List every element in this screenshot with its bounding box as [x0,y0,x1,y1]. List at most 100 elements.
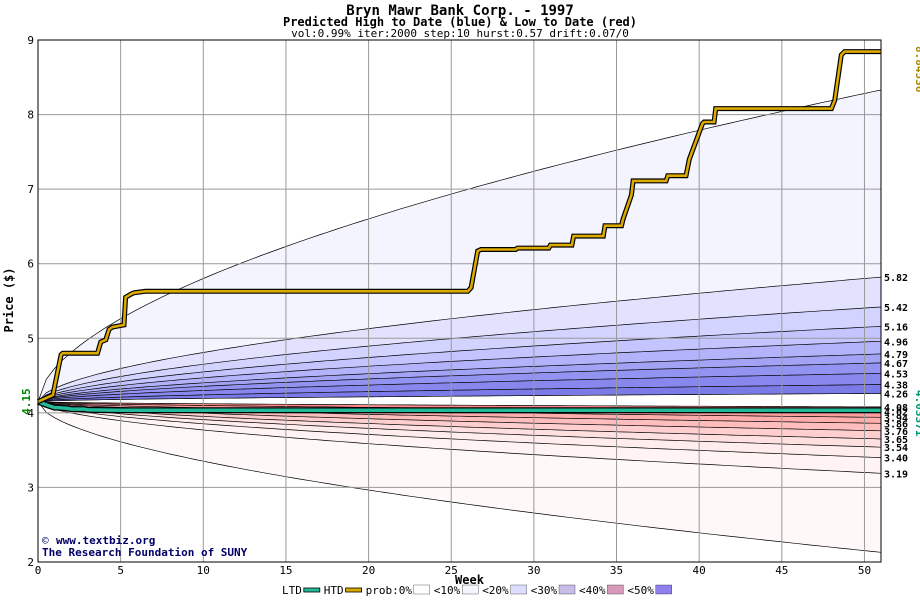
legend-label: <20% [482,584,509,597]
x-tick-label: 5 [117,564,124,577]
y-tick-label: 7 [27,183,34,196]
high-band [38,373,881,402]
band-end-label: 4.02 [884,407,908,418]
band-end-label: 4.53 [884,369,908,380]
quantile-curve [37,276,882,402]
y-tick-label: 9 [27,34,34,47]
low-band [38,401,881,448]
band-end-label: 4.26 [884,389,908,400]
quantile-curve [37,401,882,448]
y-axis-label: Price ($) [2,267,16,332]
htd-line [37,50,881,403]
chart-params: vol:0.99% iter:2000 step:10 hurst:0.57 d… [291,27,629,40]
quantile-curve [37,384,882,403]
legend-swatch [510,584,527,595]
y-tick-label: 6 [27,258,34,271]
legend-label: <50% [627,584,654,597]
y-tick-label: 2 [27,556,34,569]
legend-swatch [607,584,624,595]
ltd-line [37,400,881,413]
legend: LTD HTD prob:0% <10% <20% <30% <40% <50% [282,584,672,597]
high-band [38,384,881,402]
legend-swatch [462,584,479,595]
quantile-curve [37,401,882,553]
quantile-curve [37,340,882,403]
legend-swatch [345,587,363,593]
watermark-org: The Research Foundation of SUNY [42,546,248,559]
quantile-curve [37,326,882,402]
quantile-curve [37,401,882,458]
high-band [38,341,881,402]
band-end-label: 3.19 [884,469,908,480]
band-end-label: 3.76 [884,427,908,438]
high-band [38,90,881,402]
watermark: © www.textbiz.org The Research Foundatio… [42,534,248,559]
x-tick-label: 20 [362,564,375,577]
legend-label: <30% [531,584,558,597]
start-price-label: 4.15 [20,388,33,415]
band-end-label: 5.16 [884,322,908,333]
x-tick-label: 15 [279,564,292,577]
x-tick-label: 50 [858,564,871,577]
high-band [38,353,881,402]
quantile-curve [37,393,881,403]
band-end-label: 4.08 [884,403,908,414]
y-tick-label: 8 [27,109,34,122]
legend-swatch [655,584,672,595]
band-end-label: 4.79 [884,350,908,361]
band-end-label: 4.96 [884,337,908,348]
x-tick-label: 40 [693,564,706,577]
band-end-label: 3.86 [884,419,908,430]
band-end-label: 3.94 [884,413,908,424]
low-band [38,401,881,458]
band-end-label: 4.67 [884,359,908,370]
quantile-curve [37,353,882,403]
chart-subtitle: Predicted High to Date (blue) & Low to D… [282,15,637,29]
axes [37,39,882,563]
legend-swatch [413,584,430,595]
high-band [38,326,881,402]
x-tick-label: 10 [197,564,210,577]
y-tick-label: 3 [27,481,34,494]
legend-label: prob:0% [366,584,413,597]
probability-bands [37,89,882,553]
quantile-curve [37,362,882,403]
quantile-curve [37,401,881,408]
y-tick-label: 4 [27,407,34,420]
legend-label: <40% [579,584,606,597]
x-tick-label: 0 [35,564,42,577]
plot-frame [37,39,882,563]
legend-swatch [303,587,321,593]
watermark-url: www.textbiz.org [56,534,155,547]
chart-title: Bryn Mawr Bank Corp. - 1997 [346,3,574,19]
high-band [38,277,881,402]
legend-label: LTD [282,584,302,597]
quantile-curve [37,401,882,474]
final-high-label: 8.84536 [913,46,920,93]
y-tick-label: 5 [27,332,34,345]
band-end-label: 5.82 [884,273,908,284]
x-tick-label: 35 [610,564,623,577]
legend-label: HTD [324,584,344,597]
band-end-label: 5.42 [884,303,908,314]
legend-swatch [558,584,576,595]
final-low-label: 4.03371 [913,390,920,437]
legend-label: <10% [434,584,461,597]
x-axis-label: Week [455,573,485,587]
band-end-label: 3.54 [884,443,908,454]
low-band [38,401,881,474]
band-end-label: 4.38 [884,381,908,392]
band-end-label: 3.65 [884,435,908,446]
low-band [38,401,881,553]
low-band [38,401,881,439]
price-series [36,49,881,414]
band-end-label: 3.40 [884,454,908,465]
quantile-curve [37,372,882,403]
quantile-curve [37,401,882,440]
copyright-icon: © [42,534,49,547]
x-tick-label: 25 [445,564,458,577]
x-tick-label: 45 [775,564,788,577]
x-tick-label: 30 [527,564,540,577]
